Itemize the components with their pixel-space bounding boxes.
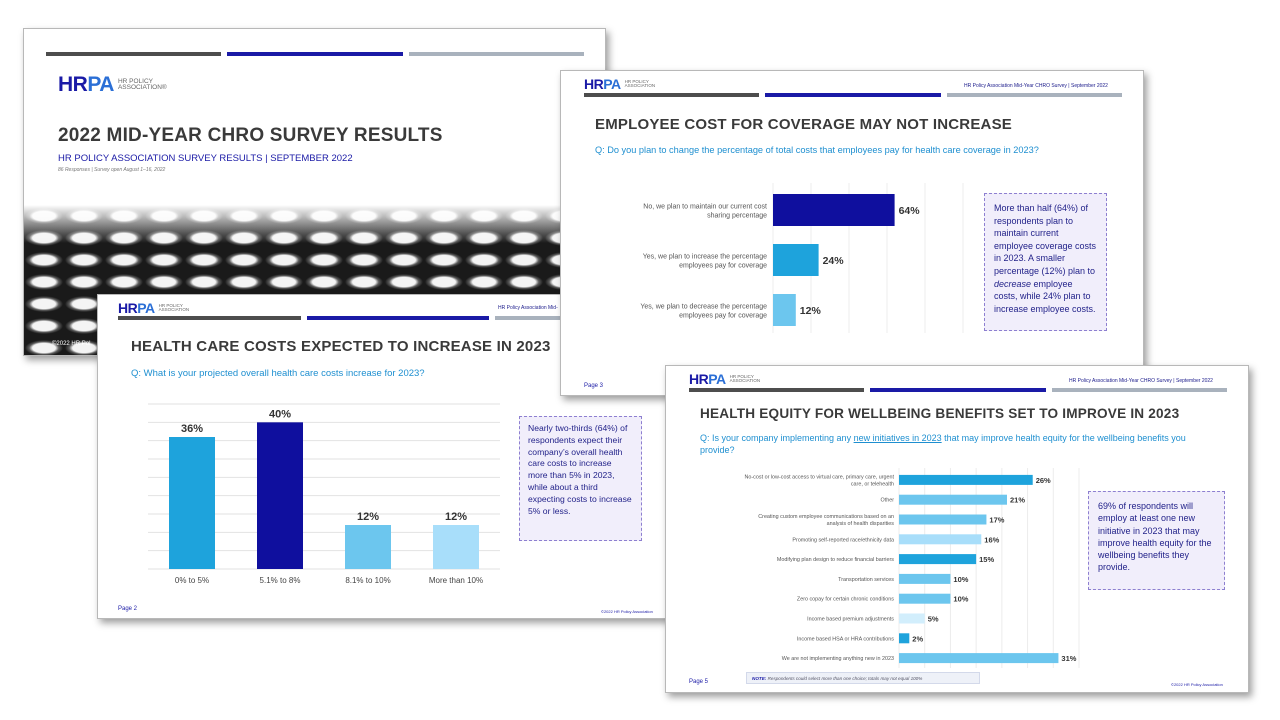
bar xyxy=(899,554,977,565)
bar xyxy=(899,474,1033,485)
bar xyxy=(773,294,796,326)
header-color-bars xyxy=(689,388,1227,392)
category-label: employees pay for coverage xyxy=(679,313,767,320)
category-label: 5.1% to 8% xyxy=(260,576,301,585)
category-label: analysis of health disparities xyxy=(827,521,895,527)
category-label: Zero copay for certain chronic condition… xyxy=(797,597,894,603)
insight-callout: Nearly two-thirds (64%) of respondents e… xyxy=(519,416,642,541)
category-label: care, or telehealth xyxy=(851,481,894,487)
bar-value-label: 15% xyxy=(979,555,994,564)
bar-value-label: 12% xyxy=(445,511,467,523)
category-label: Creating custom employee communications … xyxy=(758,514,894,520)
category-label: Other xyxy=(881,498,895,504)
bar xyxy=(899,653,1059,664)
bar xyxy=(899,514,987,525)
bar xyxy=(899,573,951,584)
hrpa-logo: HRPA HR POLICY ASSOCIATION xyxy=(584,76,656,92)
footnote: NOTE: Respondents could select more than… xyxy=(746,672,980,684)
category-label: No, we plan to maintain our current cost xyxy=(643,204,767,211)
slide-title: HEALTH CARE COSTS EXPECTED TO INCREASE I… xyxy=(131,338,551,355)
slide-title: HEALTH EQUITY FOR WELLBEING BENEFITS SET… xyxy=(700,406,1180,421)
hrpa-logo: HRPA HR POLICY ASSOCIATION® xyxy=(58,73,167,96)
survey-question: Q: What is your projected overall health… xyxy=(131,368,425,379)
page-number: Page 2 xyxy=(118,606,138,612)
cover-copyright: ©2022 HR Pol xyxy=(52,341,91,347)
cover-subtitle: HR POLICY ASSOCIATION SURVEY RESULTS | S… xyxy=(58,153,353,164)
insight-callout: 69% of respondents will employ at least … xyxy=(1088,491,1225,590)
bar-value-label: 12% xyxy=(800,305,822,317)
bar-value-label: 21% xyxy=(1010,496,1025,505)
category-label: Income based HSA or HRA contributions xyxy=(797,636,894,642)
category-label: Promoting self-reported race/ethnicity d… xyxy=(792,537,894,543)
cover-title: 2022 MID-YEAR CHRO SURVEY RESULTS xyxy=(58,125,443,146)
insight-callout: More than half (64%) of respondents plan… xyxy=(984,193,1107,331)
bar xyxy=(773,244,819,276)
page-number: Page 3 xyxy=(584,383,604,389)
bar xyxy=(257,422,303,569)
bar-value-label: 12% xyxy=(357,511,379,523)
bar xyxy=(899,534,982,545)
header-color-bars xyxy=(584,93,1122,97)
category-label: 8.1% to 10% xyxy=(345,576,390,585)
bar xyxy=(169,437,215,569)
bar-value-label: 17% xyxy=(989,516,1004,525)
page-number: Page 5 xyxy=(689,679,709,685)
header-survey-info: HR Policy Association Mid-Year CHRO Surv… xyxy=(1069,378,1213,384)
category-label: More than 10% xyxy=(429,576,483,585)
category-label: Yes, we plan to increase the percentage xyxy=(643,254,767,261)
category-label: 0% to 5% xyxy=(175,576,209,585)
category-label: Income based premium adjustments xyxy=(807,617,894,623)
bar xyxy=(899,613,925,624)
cost-increase-chart: 36% 40% 12% 12% 0% to 5% 5.1% to 8% 8.1% to 1… xyxy=(148,403,500,585)
bar-value-label: 2% xyxy=(912,634,923,643)
health-equity-chart: 26% 21% 17% 16% 15% 10% 10% 5% 2% 31% No-cost or … xyxy=(745,468,1080,668)
bar xyxy=(899,494,1007,505)
bar-value-label: 10% xyxy=(953,575,968,584)
bar xyxy=(433,525,479,569)
survey-question: Q: Is your company implementing any new … xyxy=(700,433,1186,455)
bar-value-label: 36% xyxy=(181,423,203,435)
bar-value-label: 10% xyxy=(953,595,968,604)
coverage-chart: 64% 24% 12% No, we plan to maintain our cu… xyxy=(640,183,964,333)
category-label: No-cost or low-cost access to virtual ca… xyxy=(745,474,895,480)
hrpa-logo: HRPA HR POLICY ASSOCIATION xyxy=(689,371,761,387)
bar-value-label: 16% xyxy=(984,535,999,544)
bar-value-label: 40% xyxy=(269,408,291,420)
bar-value-label: 64% xyxy=(899,205,921,217)
bar-value-label: 5% xyxy=(928,615,939,624)
bar xyxy=(899,593,951,604)
survey-question: Q: Do you plan to change the percentage … xyxy=(595,145,1039,155)
category-label: Yes, we plan to decrease the percentage xyxy=(640,304,767,311)
header-color-bars xyxy=(46,52,584,56)
slide-employee-cost: HRPA HR POLICY ASSOCIATION HR Policy Asso… xyxy=(560,70,1144,396)
slide-health-equity: HRPA HR POLICY ASSOCIATION HR Policy Asso… xyxy=(665,365,1249,693)
footer-copyright: ©2022 HR Policy Association xyxy=(1171,682,1223,687)
hrpa-logo: HRPA HR POLICY ASSOCIATION xyxy=(118,300,190,316)
category-label: Modifying plan design to reduce financia… xyxy=(777,557,894,563)
slide-title: EMPLOYEE COST FOR COVERAGE MAY NOT INCRE… xyxy=(595,116,1012,133)
footer-copyright: ©2022 HR Policy Association xyxy=(601,609,653,614)
bar xyxy=(773,194,895,226)
category-label: Transportation services xyxy=(838,577,894,583)
category-label: employees pay for coverage xyxy=(679,263,767,270)
category-label: We are not implementing anything new in … xyxy=(782,656,894,662)
header-survey-info: HR Policy Association Mid- xyxy=(498,305,558,311)
bar-value-label: 31% xyxy=(1061,654,1076,663)
bar-value-label: 24% xyxy=(823,255,845,267)
bar xyxy=(345,525,391,569)
header-survey-info: HR Policy Association Mid-Year CHRO Surv… xyxy=(964,83,1108,89)
category-label: sharing percentage xyxy=(707,213,767,220)
cover-note: 86 Responses | Survey open August 1–16, … xyxy=(58,167,166,173)
bar xyxy=(899,633,910,644)
bar-value-label: 26% xyxy=(1036,476,1051,485)
